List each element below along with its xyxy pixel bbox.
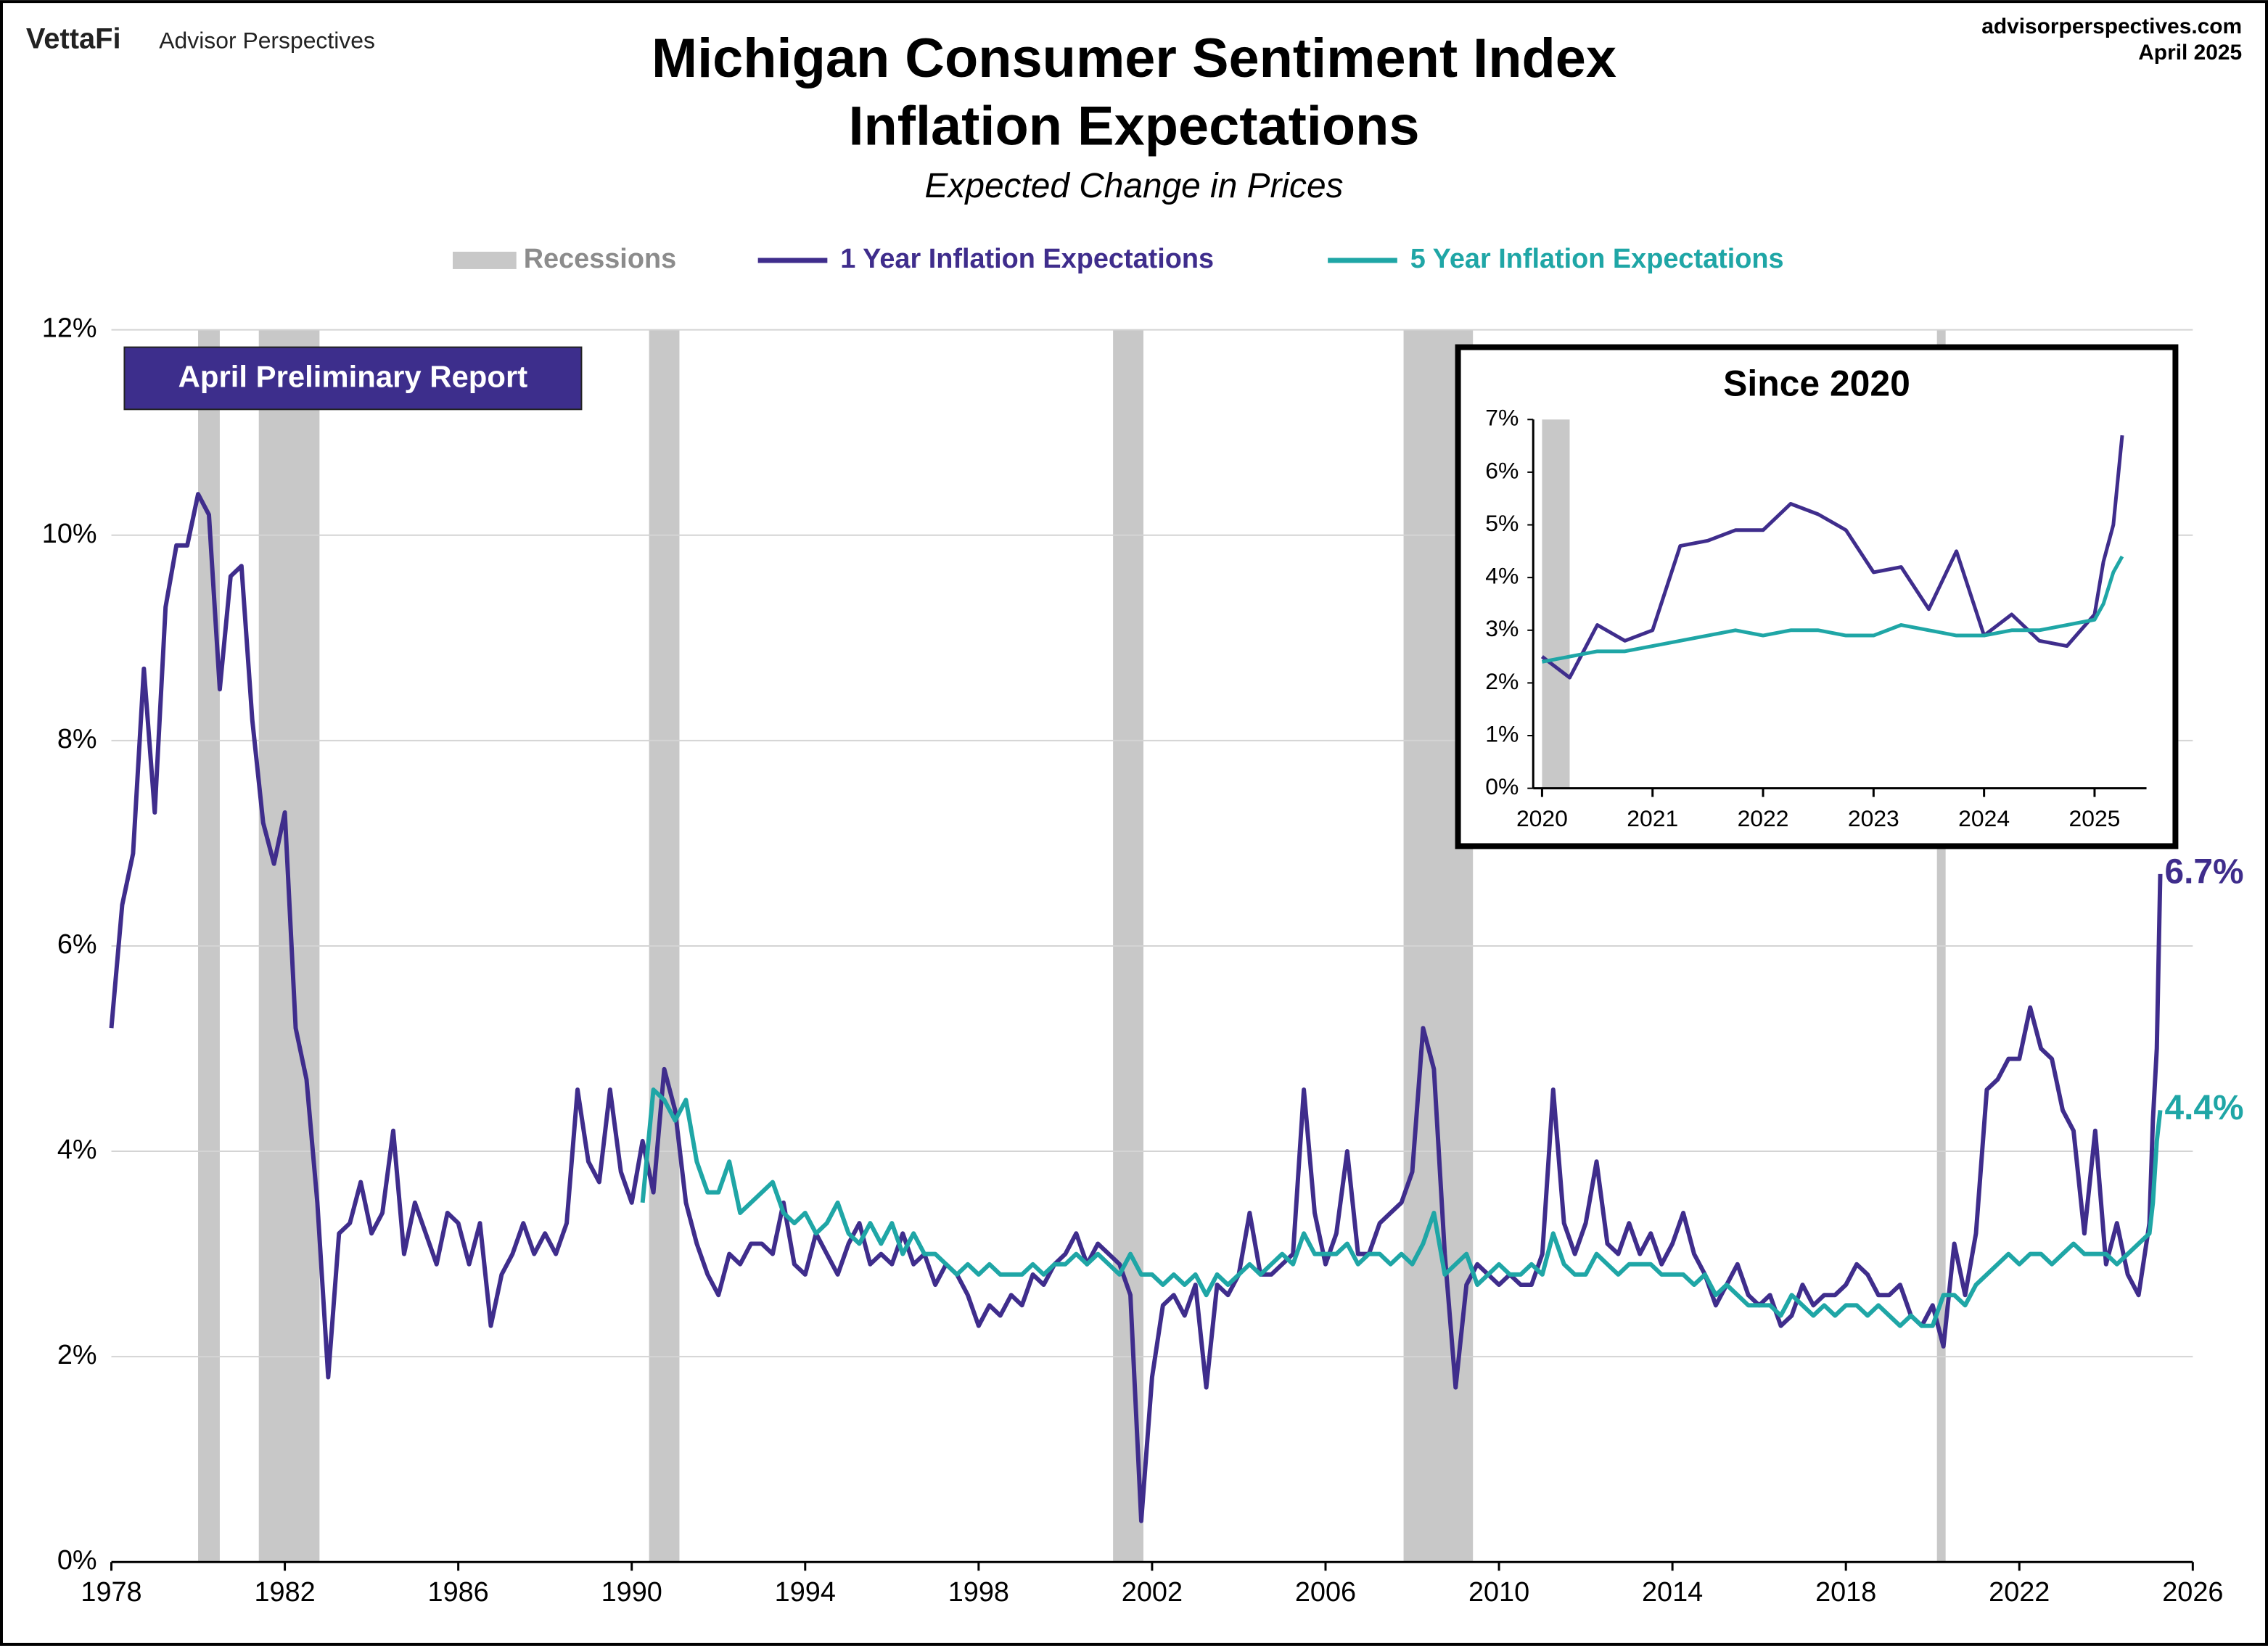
y-tick-label: 10% <box>42 519 97 549</box>
annotation-box <box>123 346 583 411</box>
annotation: April Preliminary Report <box>178 360 528 394</box>
legend-swatch <box>453 252 517 269</box>
legend-label: 1 Year Inflation Expectations <box>840 244 1214 274</box>
x-tick-label: 2002 <box>1122 1577 1183 1608</box>
y-tick-label: 3% <box>1485 615 1519 641</box>
x-tick-label: 2025 <box>2068 805 2120 831</box>
x-tick-label: 2021 <box>1627 805 1678 831</box>
x-tick-label: 1998 <box>948 1577 1009 1608</box>
recession-band <box>1542 419 1570 789</box>
legend-label: 5 Year Inflation Expectations <box>1410 244 1784 274</box>
end-label: 4.4% <box>2164 1089 2243 1127</box>
x-tick-label: 1986 <box>428 1577 489 1608</box>
x-tick-label: 1982 <box>254 1577 315 1608</box>
x-tick-label: 2014 <box>1642 1577 1703 1608</box>
y-tick-label: 8% <box>57 724 97 754</box>
x-tick-label: 2010 <box>1468 1577 1529 1608</box>
y-tick-label: 6% <box>57 929 97 960</box>
y-tick-label: 2% <box>1485 668 1519 694</box>
y-tick-label: 5% <box>1485 510 1519 536</box>
series-line <box>1541 555 2124 664</box>
x-tick-label: 2020 <box>1516 805 1568 831</box>
date: April 2025 <box>2138 41 2242 65</box>
y-tick-label: 6% <box>1485 457 1519 483</box>
y-tick-label: 0% <box>57 1545 97 1576</box>
x-tick-label: 2023 <box>1848 805 1899 831</box>
chart-title: Michigan Consumer Sentiment Index <box>652 28 1616 89</box>
x-tick-label: 2018 <box>1815 1577 1876 1608</box>
y-tick-label: 12% <box>42 313 97 344</box>
x-tick-label: 1990 <box>601 1577 662 1608</box>
y-tick-label: 4% <box>1485 563 1519 589</box>
x-tick-label: 2022 <box>1989 1577 2050 1608</box>
end-label: 6.7% <box>2164 853 2243 892</box>
x-tick-label: 2022 <box>1738 805 1789 831</box>
site: advisorperspectives.com <box>1981 15 2242 38</box>
legend-label: Recessions <box>524 244 676 274</box>
x-tick-label: 1994 <box>775 1577 836 1608</box>
chart-subtitle: Expected Change in Prices <box>925 167 1344 205</box>
x-tick-label: 2024 <box>1958 805 2010 831</box>
y-tick-label: 0% <box>1485 773 1519 799</box>
y-tick-label: 4% <box>57 1135 97 1165</box>
x-tick-label: 1978 <box>81 1577 141 1608</box>
chart-title: Inflation Expectations <box>848 96 1419 157</box>
series-line <box>1540 435 2124 680</box>
brand: Advisor Perspectives <box>159 27 375 53</box>
y-tick-label: 7% <box>1485 405 1519 431</box>
x-tick-label: 2006 <box>1295 1577 1356 1608</box>
inset-title: Since 2020 <box>1723 363 1910 404</box>
series-line <box>640 1087 2163 1328</box>
logo: VettaFi <box>26 22 121 54</box>
y-tick-label: 2% <box>57 1340 97 1370</box>
x-tick-label: 2026 <box>2162 1577 2223 1608</box>
inset-box <box>1455 344 2179 849</box>
y-tick-label: 1% <box>1485 720 1519 746</box>
series-line <box>109 492 2163 1523</box>
